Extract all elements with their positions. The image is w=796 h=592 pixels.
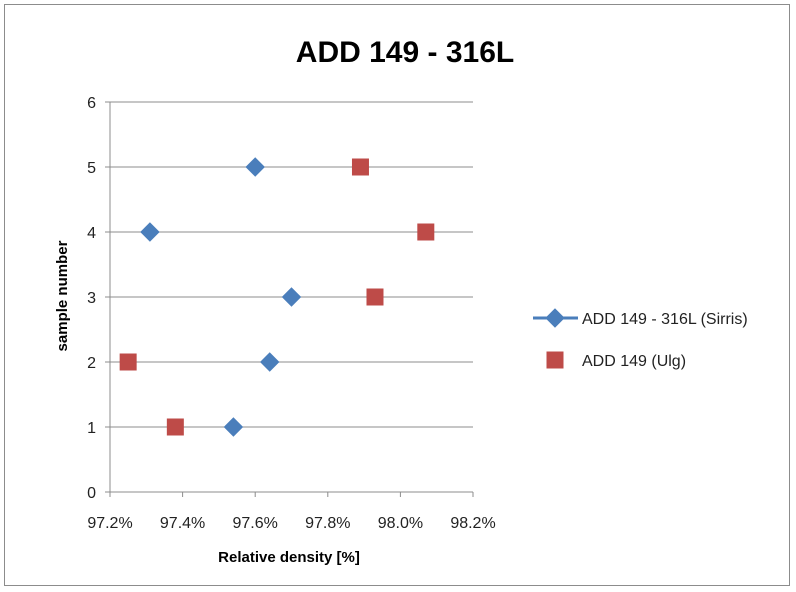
x-tick-labels: 97.2% 97.4% 97.6% 97.8% 98.0% 98.2%: [87, 515, 495, 532]
diamond-point-3: [281, 287, 302, 307]
square-point-5: [351, 158, 369, 176]
chart-area: [4, 4, 790, 586]
square-point-4: [417, 223, 435, 241]
x-tick-label-5: 98.2%: [450, 515, 495, 532]
data-points: [119, 157, 435, 437]
diamond-point-5: [245, 157, 265, 177]
gridlines: [110, 101, 473, 428]
y-tick-label-3: 3: [87, 290, 96, 307]
x-axis-label: Relative density [%]: [218, 549, 360, 566]
x-tick-label-1: 97.4%: [160, 515, 205, 532]
y-axis-label: sample number: [54, 240, 71, 351]
x-tick-label-2: 97.6%: [233, 515, 278, 532]
legend: ADD 149 - 316L (Sirris) ADD 149 (Ulg): [533, 308, 748, 370]
axes: [105, 101, 474, 497]
diamond-point-4: [140, 222, 160, 242]
square-point-2: [119, 353, 137, 371]
chart-title: ADD 149 - 316L: [296, 36, 514, 69]
legend-marker-1: [546, 351, 564, 369]
y-tick-label-0: 0: [87, 485, 96, 502]
x-tick-label-0: 97.2%: [87, 515, 132, 532]
legend-marker-0: [545, 308, 565, 328]
square-point-3: [366, 288, 384, 306]
diamond-point-1: [223, 417, 244, 437]
y-tick-label-2: 2: [87, 355, 96, 372]
y-tick-label-4: 4: [87, 225, 96, 242]
y-tick-label-5: 5: [87, 160, 96, 177]
legend-label-1: ADD 149 (Ulg): [582, 353, 686, 370]
diamond-point-2: [260, 352, 280, 372]
x-tick-label-3: 97.8%: [305, 515, 350, 532]
y-tick-label-1: 1: [87, 420, 96, 437]
y-tick-label-6: 6: [87, 95, 96, 112]
square-point-1: [166, 418, 184, 436]
legend-label-0: ADD 149 - 316L (Sirris): [582, 311, 748, 328]
x-tick-label-4: 98.0%: [378, 515, 423, 532]
y-tick-labels: 0 1 2 3 4 5 6: [87, 95, 96, 502]
